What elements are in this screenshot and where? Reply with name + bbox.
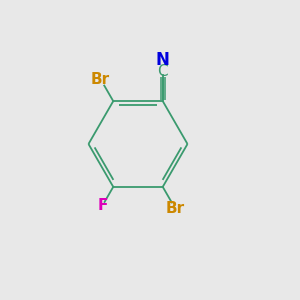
- Text: Br: Br: [166, 202, 185, 217]
- Text: F: F: [98, 198, 108, 213]
- Text: Br: Br: [91, 71, 110, 86]
- Text: N: N: [156, 51, 170, 69]
- Text: C: C: [158, 64, 168, 79]
